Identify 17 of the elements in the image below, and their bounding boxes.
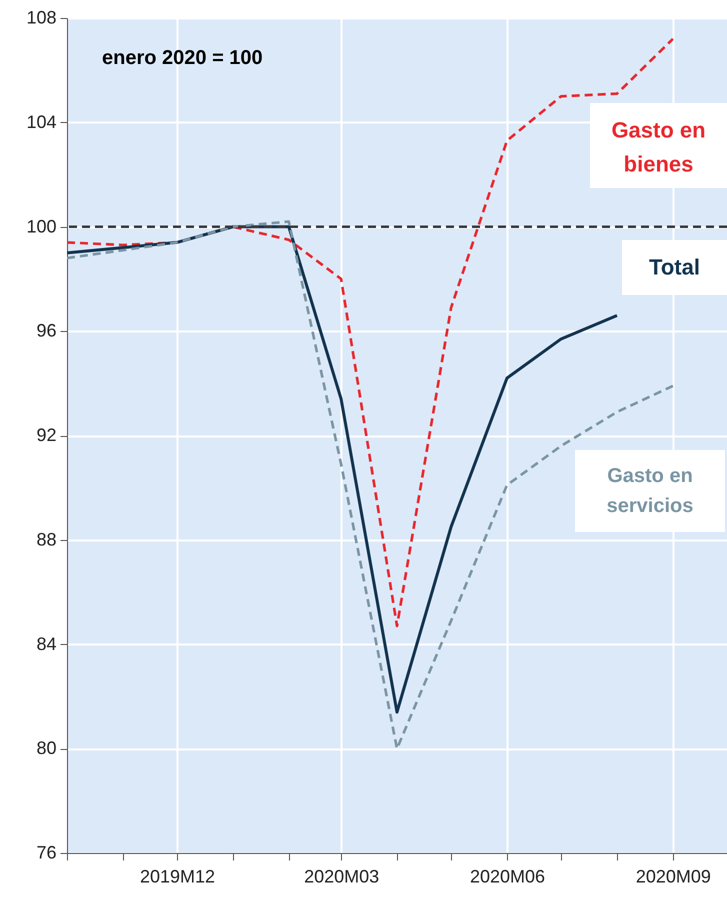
y-tick-label: 80 xyxy=(36,738,56,758)
text: Total xyxy=(649,254,700,280)
series-label: Gasto en bienes xyxy=(611,118,706,176)
series-label: Gasto en servicios xyxy=(606,465,694,517)
y-tick-label: 100 xyxy=(26,216,56,236)
y-tick-label: 108 xyxy=(26,8,56,28)
y-tick-label: 92 xyxy=(36,425,56,445)
x-tick-label: 2020M06 xyxy=(470,866,546,886)
y-tick-label: 84 xyxy=(36,634,56,654)
y-tick-label: 76 xyxy=(36,842,56,862)
x-tick-label: 2020M09 xyxy=(636,866,711,886)
x-tick-label: 2019M12 xyxy=(140,866,216,886)
y-tick-label: 104 xyxy=(26,112,56,132)
x-tick-label: 2020M03 xyxy=(304,866,380,886)
y-tick-label: 96 xyxy=(36,320,56,341)
annotation: enero 2020 = 100 xyxy=(102,47,263,69)
y-tick-label: 88 xyxy=(36,529,56,550)
